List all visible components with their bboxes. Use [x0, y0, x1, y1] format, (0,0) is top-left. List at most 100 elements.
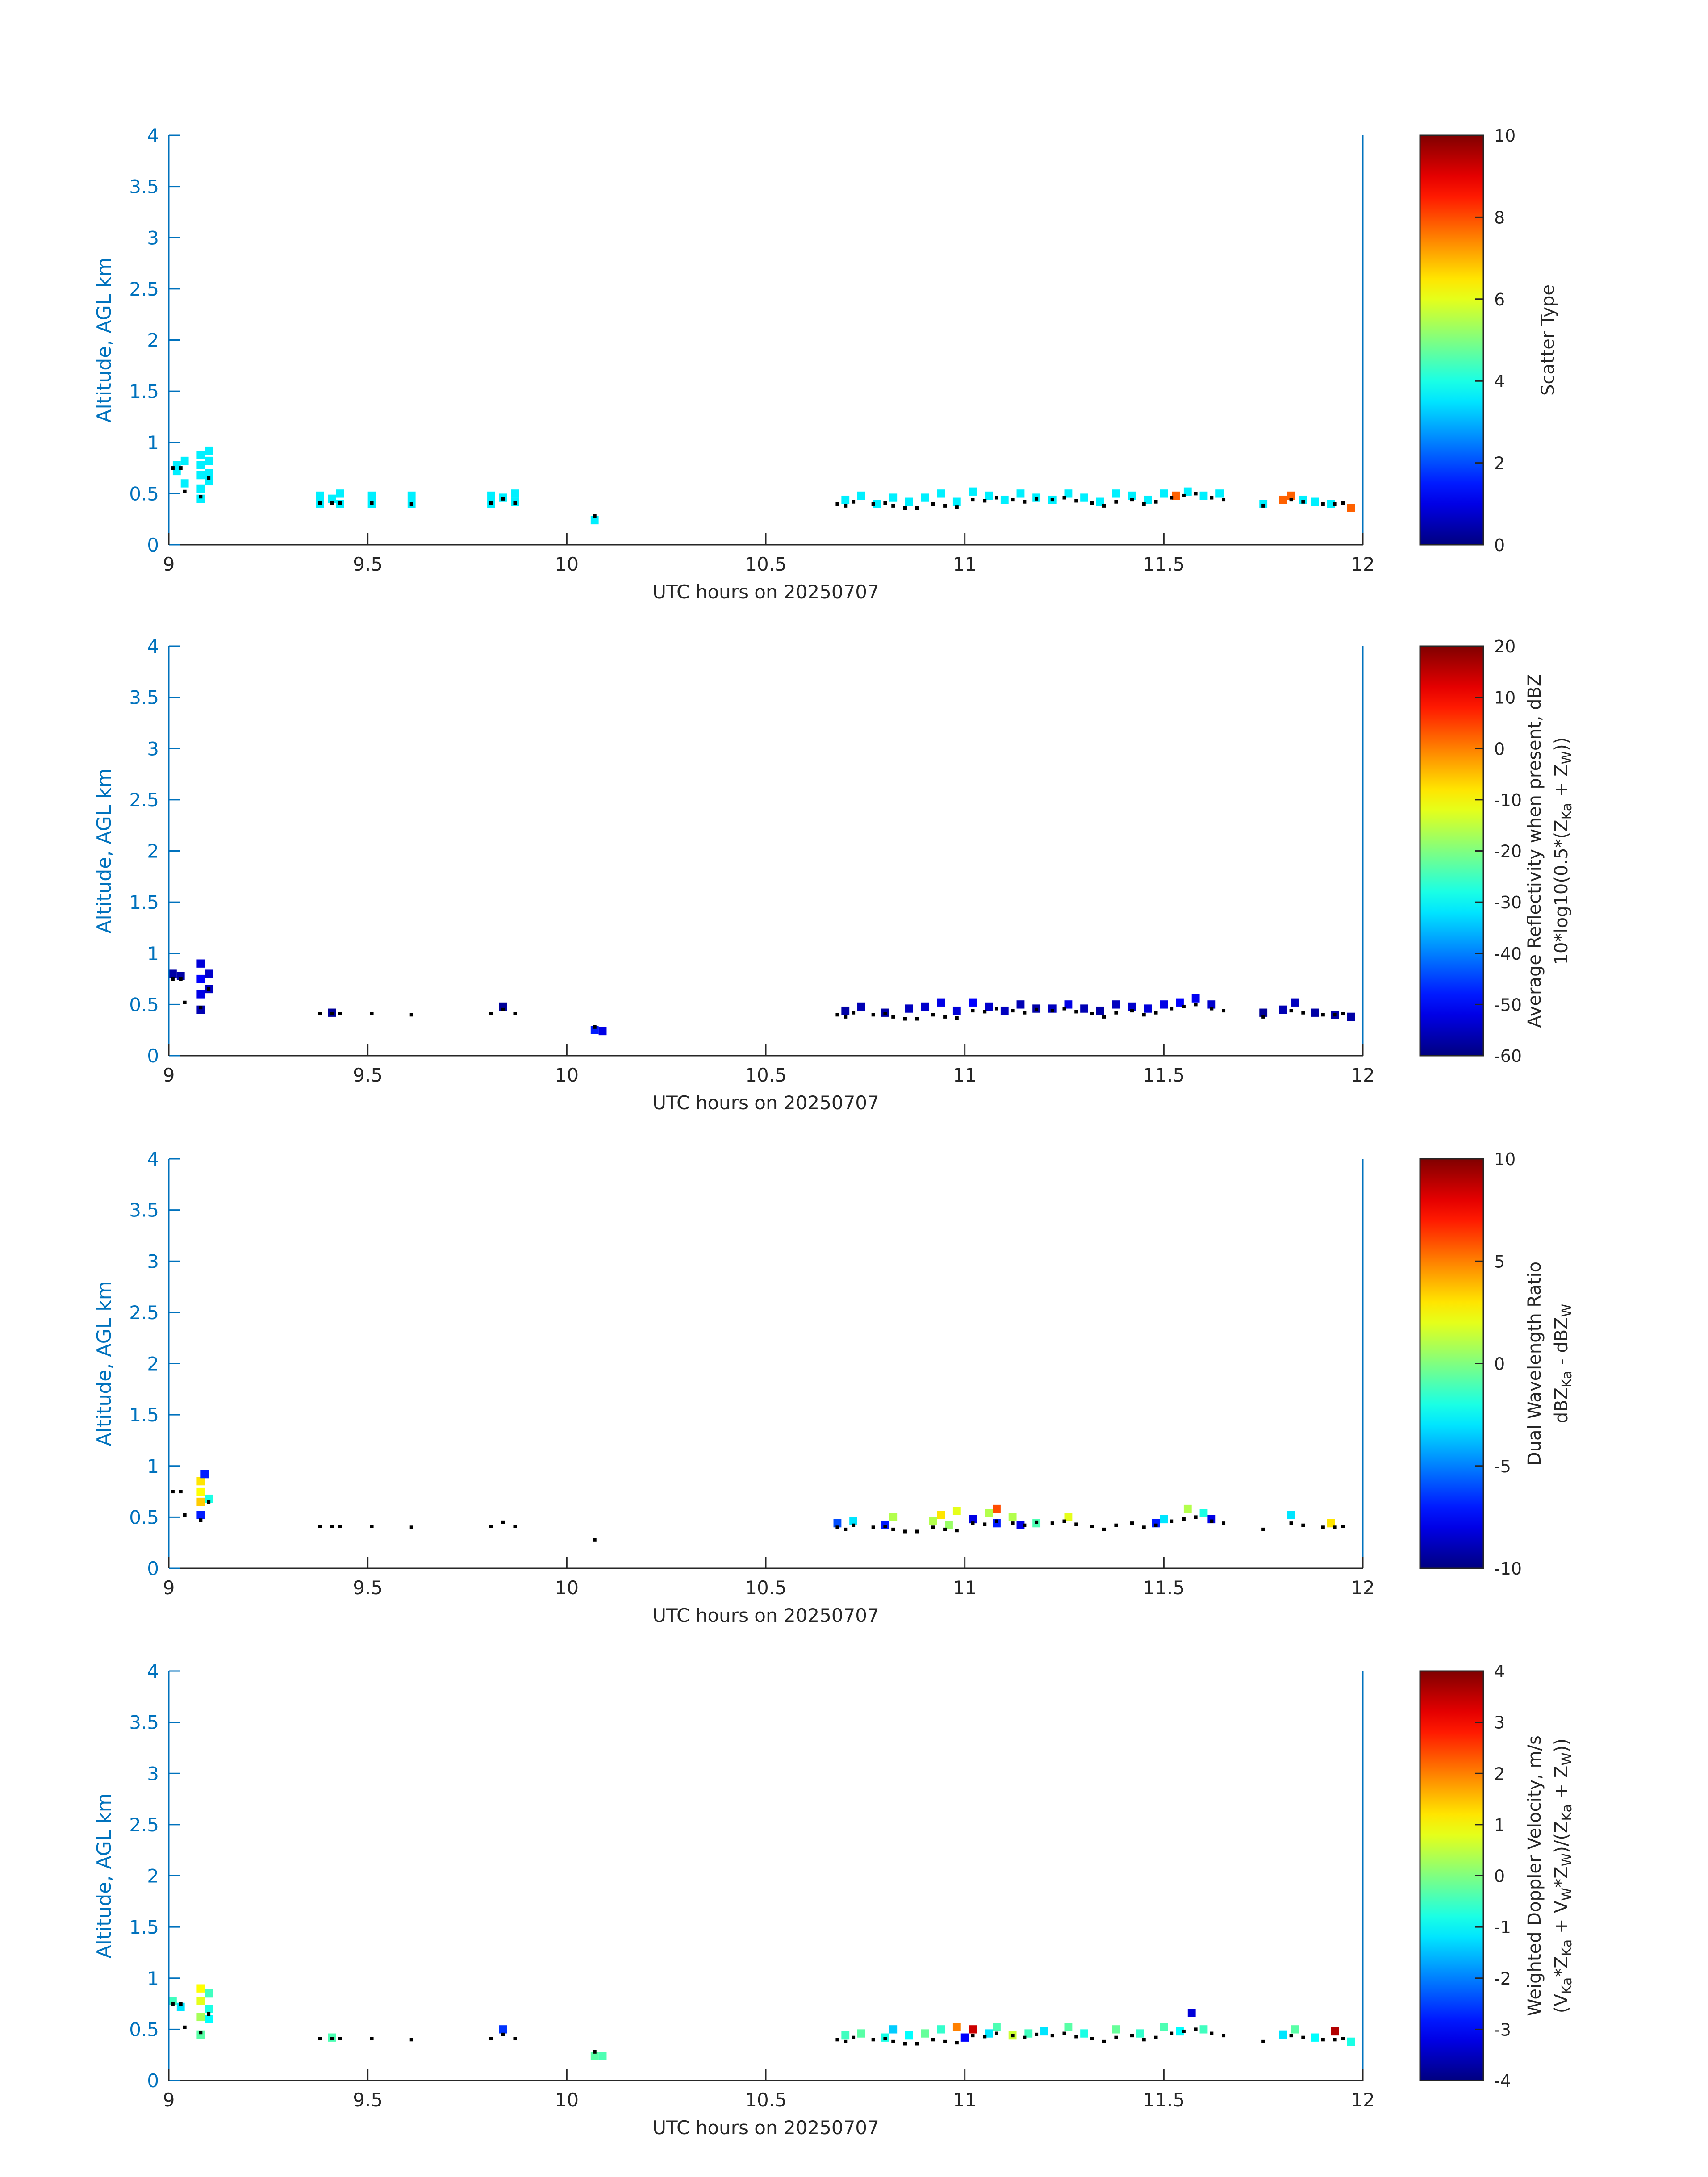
y-tick-label: 4	[147, 1148, 159, 1170]
y-tick-label: 2	[147, 1865, 159, 1887]
y-axis-label: Altitude, AGL km	[93, 768, 116, 933]
cloud-base-point	[370, 2037, 374, 2041]
cloud-base-point	[1114, 500, 1118, 504]
data-cell	[1144, 1004, 1152, 1013]
cloud-base-point	[1130, 498, 1134, 502]
data-cell	[196, 1005, 205, 1014]
data-cell	[196, 2030, 205, 2039]
cloud-base-point	[971, 2034, 975, 2038]
formula-subscript: W	[1559, 1853, 1575, 1867]
data-cell	[169, 1997, 177, 2005]
colorbar-tick-label: 6	[1494, 290, 1505, 309]
data-cell	[1024, 2029, 1033, 2038]
data-cell	[1080, 2029, 1088, 2038]
x-tick-label: 10.5	[745, 1064, 787, 1086]
y-tick-label: 1	[147, 432, 159, 454]
cloud-base-point	[994, 1519, 998, 1523]
y-tick-label: 1.5	[129, 1916, 159, 1938]
colorbar-tick-label: 1	[1494, 1815, 1505, 1835]
cloud-base-point	[844, 504, 848, 508]
cloud-base-point	[1062, 2031, 1066, 2035]
data-cell	[1144, 495, 1152, 504]
data-cell	[937, 1511, 945, 1519]
data-cell	[1207, 1000, 1216, 1009]
data-cell	[1096, 497, 1104, 506]
cloud-base-point	[409, 2038, 413, 2042]
data-cell	[336, 489, 344, 498]
data-cell	[921, 1002, 929, 1011]
cloud-base-point	[1142, 1525, 1146, 1529]
colorbar-scale	[1419, 134, 1484, 546]
cloud-base-point	[1062, 1519, 1066, 1523]
cloud-base-point	[1090, 2037, 1094, 2041]
formula-subscript: Ka	[1559, 1804, 1575, 1821]
data-cell	[1128, 1002, 1136, 1011]
x-tick-label: 11.5	[1143, 1577, 1185, 1599]
data-cell	[1183, 1504, 1192, 1513]
data-cell	[205, 456, 213, 465]
data-cell	[857, 491, 865, 500]
cloud-base-point	[983, 499, 987, 503]
data-cell	[873, 500, 881, 508]
y-axis-label: Altitude, AGL km	[93, 257, 116, 422]
y-tick-label: 0	[147, 1558, 159, 1579]
cloud-base-point	[199, 495, 203, 499]
data-cell	[905, 1004, 913, 1013]
cloud-base-point	[501, 1007, 505, 1011]
cloud-base-point	[852, 1011, 856, 1015]
cloud-base-point	[207, 1500, 211, 1504]
colorbar-tick-label: -60	[1494, 1046, 1522, 1066]
data-cell	[1160, 2023, 1168, 2031]
x-axis-label: UTC hours on 20250707	[652, 1605, 879, 1626]
cloud-base-point	[994, 496, 998, 500]
y-tick-label: 4	[147, 1660, 159, 1682]
y-tick-label: 2	[147, 330, 159, 351]
x-tick-label: 11	[953, 2089, 977, 2111]
cloud-base-point	[171, 466, 175, 470]
data-cell	[1199, 2025, 1208, 2034]
data-cell	[1112, 2025, 1120, 2034]
cloud-base-point	[1222, 1521, 1226, 1525]
x-tick-label: 11	[953, 1577, 977, 1599]
cloud-base-point	[1011, 498, 1015, 502]
data-cell	[196, 1487, 205, 1496]
data-cell	[196, 990, 205, 999]
cloud-base-point	[179, 1490, 183, 1494]
cloud-base-point	[1289, 498, 1293, 502]
cloud-base-point	[501, 2032, 505, 2036]
data-cell	[985, 1002, 993, 1011]
cloud-base-point	[903, 506, 907, 510]
y-tick-label: 0.5	[129, 2018, 159, 2040]
y-tick-label: 2	[147, 1353, 159, 1375]
cloud-base-point	[1102, 2039, 1106, 2043]
cloud-base-point	[1074, 1522, 1078, 1526]
cloud-base-point	[1154, 1011, 1158, 1015]
data-cell	[1064, 1000, 1073, 1009]
x-tick-label: 10.5	[745, 2089, 787, 2111]
cloud-base-point	[1023, 1523, 1027, 1527]
colorbar-tick-label: -2	[1494, 1969, 1511, 1989]
colorbar-tick-label: -50	[1494, 995, 1522, 1015]
cloud-base-point	[955, 2041, 959, 2045]
cloud-base-point	[1301, 1523, 1305, 1527]
data-cell	[1347, 2037, 1355, 2046]
data-cell	[1000, 1006, 1009, 1015]
x-tick-label: 9.5	[353, 2089, 383, 2111]
cloud-base-point	[489, 501, 493, 505]
cloud-base-point	[338, 501, 342, 505]
cloud-base-point	[1062, 1007, 1066, 1011]
data-cell	[196, 959, 205, 968]
cloud-base-point	[199, 1518, 203, 1522]
cloud-base-point	[931, 2038, 935, 2042]
y-tick-label: 3.5	[129, 687, 159, 709]
cloud-base-point	[1182, 493, 1186, 497]
y-tick-label: 3.5	[129, 1199, 159, 1221]
data-cell	[1136, 2029, 1144, 2038]
cloud-base-point	[1289, 1521, 1293, 1525]
data-cell	[1311, 1008, 1319, 1017]
data-cell	[1016, 1521, 1025, 1529]
y-tick-label: 4	[147, 635, 159, 657]
y-tick-label: 3	[147, 738, 159, 760]
data-cell	[833, 1519, 842, 1528]
formula-text: + Z	[1551, 765, 1572, 803]
